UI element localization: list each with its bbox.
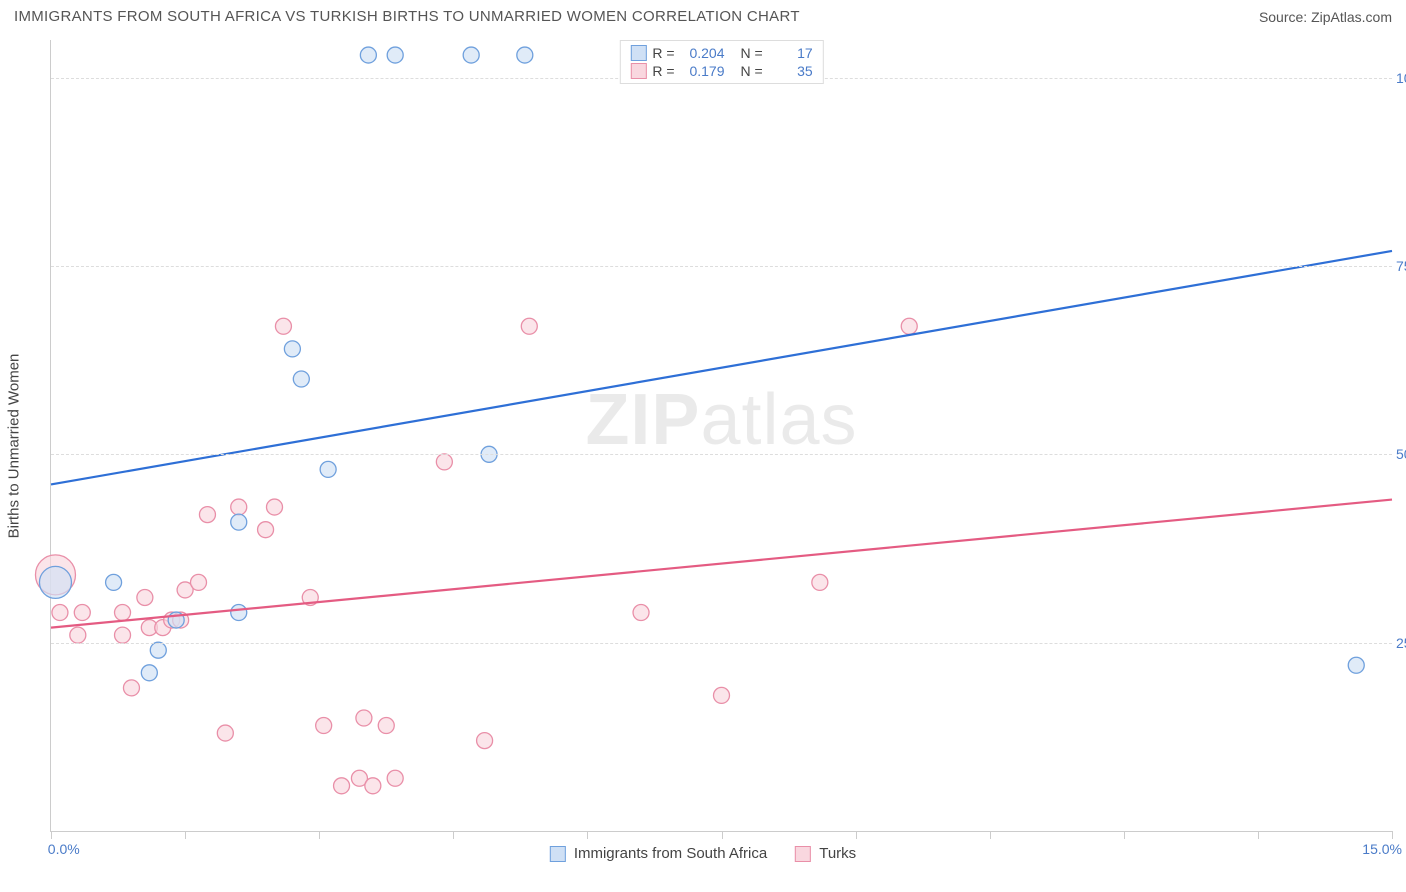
legend-r-value: 0.204 xyxy=(681,45,725,61)
data-point xyxy=(123,680,139,696)
series-legend-item: Immigrants from South Africa xyxy=(550,845,767,862)
data-point xyxy=(293,371,309,387)
data-point xyxy=(334,778,350,794)
data-point xyxy=(436,454,452,470)
data-point xyxy=(39,566,71,598)
data-point xyxy=(477,733,493,749)
data-point xyxy=(387,770,403,786)
chart-container: IMMIGRANTS FROM SOUTH AFRICA VS TURKISH … xyxy=(0,0,1406,892)
chart-title: IMMIGRANTS FROM SOUTH AFRICA VS TURKISH … xyxy=(14,8,800,25)
x-tick xyxy=(319,831,320,839)
series-legend-label: Immigrants from South Africa xyxy=(574,845,767,862)
x-tick xyxy=(856,831,857,839)
gridline xyxy=(51,454,1392,455)
data-point xyxy=(284,341,300,357)
data-point xyxy=(316,718,332,734)
gridline xyxy=(51,643,1392,644)
data-point xyxy=(275,318,291,334)
data-point xyxy=(365,778,381,794)
correlation-legend-row: R = 0.204 N = 17 xyxy=(630,45,812,61)
data-point xyxy=(231,605,247,621)
trend-line xyxy=(51,500,1392,628)
data-point xyxy=(812,574,828,590)
data-point xyxy=(115,627,131,643)
legend-n-label: N = xyxy=(741,45,763,61)
data-point xyxy=(463,47,479,63)
legend-swatch xyxy=(795,846,811,862)
legend-swatch xyxy=(550,846,566,862)
y-axis-label: Births to Unmarried Women xyxy=(6,354,23,539)
legend-swatch xyxy=(630,45,646,61)
x-tick xyxy=(722,831,723,839)
data-point xyxy=(150,642,166,658)
data-point xyxy=(106,574,122,590)
series-legend-label: Turks xyxy=(819,845,856,862)
legend-swatch xyxy=(630,63,646,79)
data-point xyxy=(191,574,207,590)
y-tick-label: 75.0% xyxy=(1396,258,1406,274)
x-tick xyxy=(990,831,991,839)
y-tick-label: 50.0% xyxy=(1396,446,1406,462)
data-point xyxy=(70,627,86,643)
x-tick xyxy=(587,831,588,839)
header: IMMIGRANTS FROM SOUTH AFRICA VS TURKISH … xyxy=(0,0,1406,29)
gridline xyxy=(51,266,1392,267)
data-point xyxy=(356,710,372,726)
data-point xyxy=(199,507,215,523)
chart-plot-area: ZIPatlas R =0.204N =17R =0.179N =35 25.0… xyxy=(50,40,1392,832)
data-point xyxy=(52,605,68,621)
data-point xyxy=(141,665,157,681)
data-point xyxy=(137,589,153,605)
data-point xyxy=(231,514,247,530)
legend-r-label: R = xyxy=(652,45,674,61)
trend-line xyxy=(51,251,1392,485)
data-point xyxy=(1348,657,1364,673)
x-tick xyxy=(1124,831,1125,839)
data-point xyxy=(320,461,336,477)
data-point xyxy=(360,47,376,63)
legend-n-label: N = xyxy=(741,63,763,79)
x-tick xyxy=(1258,831,1259,839)
data-point xyxy=(74,605,90,621)
data-point xyxy=(387,47,403,63)
data-point xyxy=(231,499,247,515)
y-tick-label: 25.0% xyxy=(1396,635,1406,651)
legend-n-value: 35 xyxy=(769,63,813,79)
data-point xyxy=(521,318,537,334)
legend-r-label: R = xyxy=(652,63,674,79)
x-tick xyxy=(51,831,52,839)
data-point xyxy=(258,522,274,538)
y-tick-label: 100.0% xyxy=(1396,70,1406,86)
data-point xyxy=(517,47,533,63)
correlation-legend-row: R = 0.179 N = 35 xyxy=(630,63,812,79)
data-point xyxy=(633,605,649,621)
data-point xyxy=(901,318,917,334)
legend-n-value: 17 xyxy=(769,45,813,61)
series-legend-item: Turks xyxy=(795,845,856,862)
legend-r-value: 0.179 xyxy=(681,63,725,79)
data-point xyxy=(115,605,131,621)
data-point xyxy=(714,687,730,703)
scatter-plot-svg xyxy=(51,40,1392,831)
x-tick xyxy=(1392,831,1393,839)
x-tick xyxy=(453,831,454,839)
data-point xyxy=(267,499,283,515)
correlation-legend: R = 0.204 N = 17 R = 0.179 N = 35 xyxy=(619,40,823,84)
x-tick xyxy=(185,831,186,839)
x-tick-label: 0.0% xyxy=(48,841,80,857)
data-point xyxy=(378,718,394,734)
source-label: Source: ZipAtlas.com xyxy=(1259,9,1392,25)
data-point xyxy=(217,725,233,741)
x-tick-label: 15.0% xyxy=(1362,841,1402,857)
series-legend: Immigrants from South Africa Turks xyxy=(550,845,856,862)
